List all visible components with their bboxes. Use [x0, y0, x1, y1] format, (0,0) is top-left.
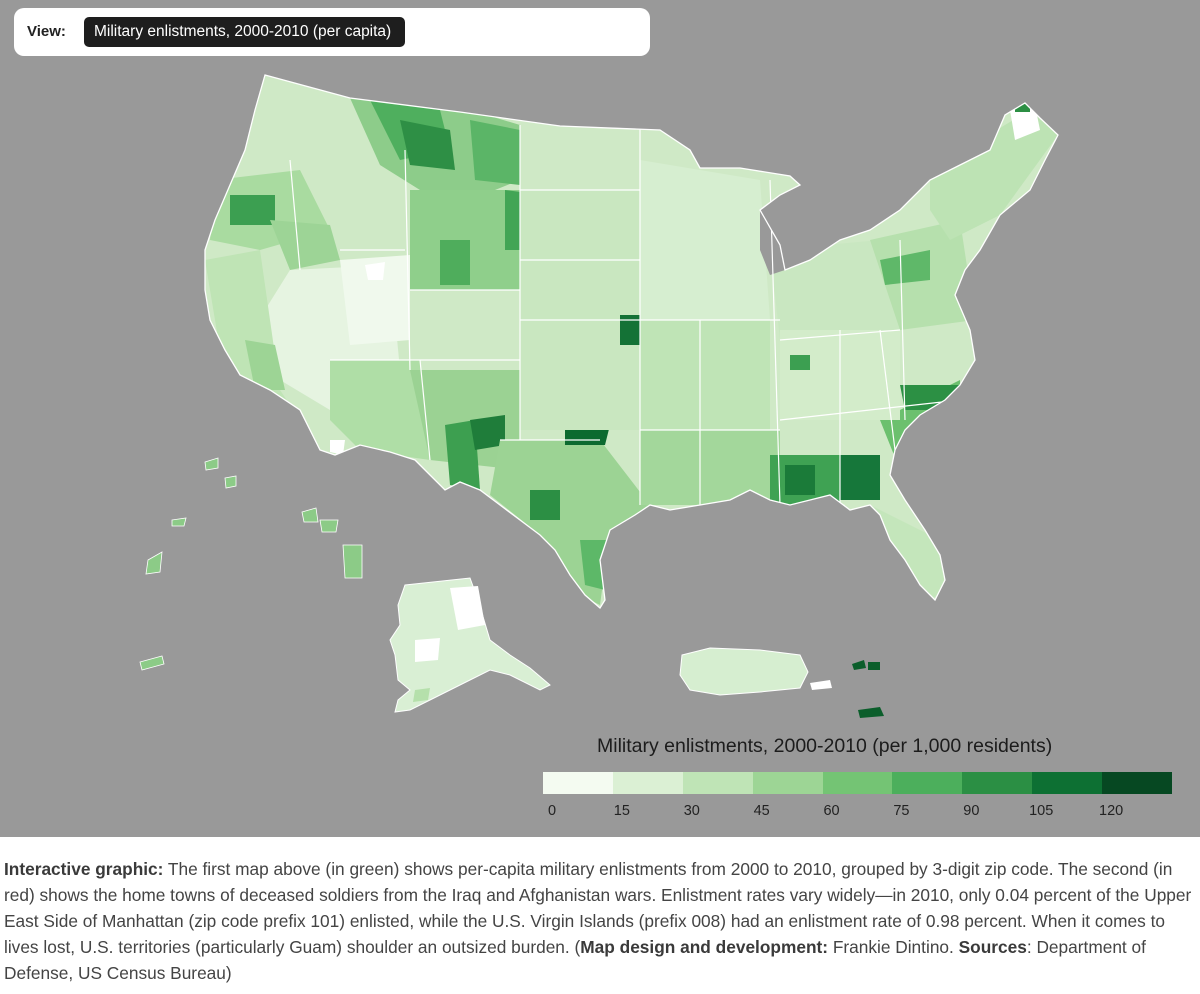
- caption-credit: Frankie Dintino.: [828, 937, 959, 957]
- legend-swatch: [822, 772, 893, 794]
- legend-tick-label: 30: [683, 803, 700, 819]
- alaska-region[interactable]: [389, 577, 551, 713]
- legend-swatch: [962, 772, 1033, 794]
- state-borders: [289, 120, 961, 506]
- legend-swatch: [1032, 772, 1103, 794]
- legend-tick-label: 15: [613, 803, 630, 819]
- puerto-rico-region[interactable]: [679, 647, 832, 696]
- caption-text: Interactive graphic: The first map above…: [4, 856, 1194, 986]
- hawaii-region[interactable]: [145, 457, 363, 579]
- legend-tick-label: 0: [547, 803, 557, 819]
- caption-sources-label: Sources: [958, 937, 1027, 957]
- legend-swatch: [1102, 772, 1173, 794]
- legend-tick-label: 90: [963, 803, 980, 819]
- contiguous-us-fills: [205, 75, 1058, 608]
- legend-swatch: [892, 772, 963, 794]
- hawaii-outlying: [139, 655, 165, 671]
- view-label: View:: [27, 23, 66, 40]
- legend-color-bar: [543, 772, 1173, 794]
- legend-title: Military enlistments, 2000-2010 (per 1,0…: [597, 735, 1053, 757]
- legend-swatch: [543, 772, 613, 794]
- legend-swatch: [612, 772, 683, 794]
- view-select-dropdown[interactable]: Military enlistments, 2000-2010 (per cap…: [84, 17, 406, 47]
- legend-tick-label: 60: [823, 803, 840, 819]
- legend-tick-label: 120: [1099, 803, 1124, 819]
- legend-swatch: [682, 772, 753, 794]
- choropleth-map[interactable]: [0, 0, 1200, 837]
- caption-credit-label: Map design and development:: [580, 937, 829, 957]
- legend-tick-label: 45: [753, 803, 770, 819]
- caption-lead: Interactive graphic:: [4, 859, 164, 879]
- legend-tick-label: 105: [1029, 803, 1054, 819]
- legend-tick-label: 75: [893, 803, 910, 819]
- virgin-islands-region[interactable]: [852, 660, 884, 718]
- caption-body: The first map above (in green) shows per…: [4, 859, 1192, 957]
- view-control: View: Military enlistments, 2000-2010 (p…: [14, 8, 650, 56]
- caption-sources: : Department of Defense, US Census Burea…: [4, 937, 1146, 983]
- legend-swatch: [752, 772, 823, 794]
